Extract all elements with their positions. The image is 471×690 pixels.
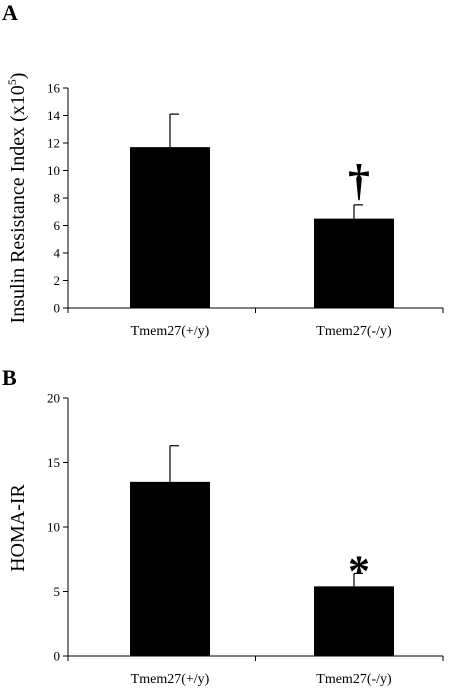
panel-b-y-axis-label: HOMA-IR — [7, 483, 29, 571]
panel-a-y-tick-label: 12 — [47, 136, 60, 151]
panel-a-y-axis-label: Insulin Resistance Index (x105) — [5, 73, 29, 324]
panel-a: A Insulin Resistance Index (x105) 0 2 4 6 8 1… — [2, 0, 444, 339]
panel-a-y-tick-label: 14 — [47, 108, 61, 123]
panel-a-y-tick-label: 2 — [54, 273, 61, 288]
panel-a-y-tick-label: 16 — [47, 81, 61, 96]
panel-b-plot: 0 5 10 15 20 Tmem27(+/y) Tmem27(-/y) * — [47, 391, 444, 687]
panel-b: B HOMA-IR 0 5 10 15 20 Tmem27(+/y) Tmem27(-/y)… — [2, 365, 444, 687]
panel-b-y-tick-label: 5 — [54, 584, 61, 599]
panel-a-y-tick-label: 8 — [54, 191, 61, 206]
panel-a-significance-marker: † — [348, 156, 370, 205]
panel-a-letter: A — [2, 0, 18, 25]
panel-a-bar — [314, 218, 394, 308]
panel-a-category-label: Tmem27(-/y) — [316, 324, 392, 339]
panel-b-significance-marker: * — [348, 546, 370, 595]
panel-b-bar — [130, 481, 210, 656]
panel-a-bar — [130, 147, 210, 308]
panel-b-y-tick-label: 10 — [47, 520, 60, 535]
panel-a-category-label: Tmem27(+/y) — [131, 324, 210, 339]
panel-a-y-tick-label: 10 — [47, 163, 60, 178]
panel-a-y-tick-label: 4 — [54, 246, 61, 261]
panel-a-y-tick-label: 0 — [54, 301, 61, 316]
panel-b-y-tick-label: 15 — [47, 455, 60, 470]
panel-b-y-tick-label: 20 — [47, 391, 60, 406]
panel-b-category-label: Tmem27(-/y) — [316, 672, 392, 687]
panel-b-y-tick-label: 0 — [54, 649, 61, 664]
panel-b-letter: B — [2, 365, 17, 390]
panel-a-y-tick-label: 6 — [54, 218, 61, 233]
panel-a-plot: 0 2 4 6 8 10 12 14 16 Tmem27(+/y) Tmem27(-/y) † — [47, 81, 444, 339]
panel-b-category-label: Tmem27(+/y) — [131, 672, 210, 687]
panel-b-bar — [314, 586, 394, 656]
